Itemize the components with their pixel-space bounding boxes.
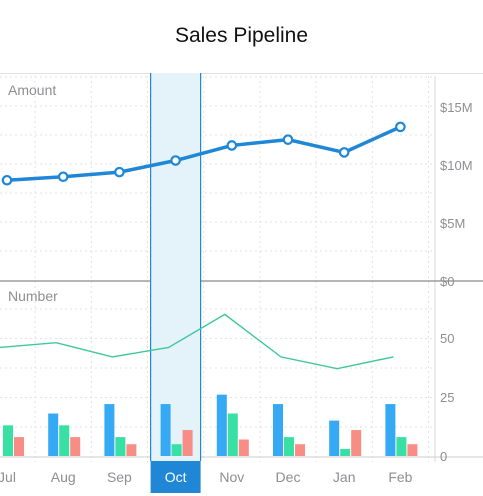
x-tick-label[interactable]: Nov [219, 469, 244, 485]
amount-y-tick-label: $0 [440, 274, 454, 289]
number-bar [329, 420, 340, 456]
number-bar [284, 437, 294, 456]
number-bar [227, 413, 238, 456]
number-bar [238, 439, 249, 456]
page-title: Sales Pipeline [174, 24, 309, 47]
number-bar [48, 413, 59, 456]
number-bar [351, 430, 362, 456]
number-bar [216, 394, 227, 456]
number-bar [396, 437, 407, 456]
amount-y-tick-label: $5M [440, 216, 465, 231]
selection-highlight[interactable] [150, 73, 201, 461]
number-bar [407, 444, 418, 456]
header: Sales Pipeline [0, 0, 483, 74]
number-bar [340, 448, 351, 456]
x-tick-label[interactable]: Oct [165, 469, 187, 485]
number-line [0, 313, 394, 370]
number-bar [126, 444, 137, 456]
amount-panel [1, 121, 406, 186]
number-bar [295, 444, 305, 456]
amount-panel-label: Amount [8, 82, 56, 98]
x-tick-label[interactable]: Jul [0, 469, 16, 485]
amount-line [6, 125, 402, 182]
number-y-tick-label: 25 [440, 390, 454, 405]
x-axis[interactable]: Jul Aug Sep Oct Nov Dec Jan Feb [0, 461, 413, 493]
x-tick-label[interactable]: Aug [51, 469, 76, 485]
selection-band[interactable] [150, 73, 202, 461]
amount-y-tick-label: $10M [440, 158, 473, 173]
number-y-tick-label: 50 [440, 331, 454, 346]
number-bar [70, 437, 81, 456]
number-bar [115, 437, 126, 456]
number-bar [104, 404, 115, 456]
x-tick-label[interactable]: Sep [107, 469, 132, 485]
number-y-tick-label: 0 [440, 449, 447, 464]
x-tick-label[interactable]: Jan [333, 469, 356, 485]
number-bar [59, 425, 70, 456]
amount-point [57, 171, 69, 183]
amount-point [338, 147, 350, 158]
number-bar [14, 437, 24, 456]
amount-point [170, 155, 181, 166]
amount-point [226, 140, 238, 151]
amount-point [282, 134, 294, 145]
number-bar [182, 430, 193, 456]
amount-y-tick-label: $15M [440, 100, 473, 115]
x-tick-label[interactable]: Feb [388, 469, 412, 485]
amount-point [114, 166, 125, 178]
amount-point [395, 121, 406, 133]
grid: $15M $10M $5M $0 50 25 0 [0, 76, 483, 464]
number-bar [171, 444, 182, 456]
x-tick-label[interactable]: Dec [276, 469, 301, 485]
number-bar [385, 404, 396, 456]
amount-point [1, 174, 13, 186]
number-bar [3, 425, 13, 456]
number-bar [273, 404, 283, 456]
selected-month-tab[interactable] [150, 461, 201, 493]
number-panel-label: Number [8, 288, 58, 304]
number-panel [0, 313, 418, 456]
number-bar [160, 404, 171, 456]
